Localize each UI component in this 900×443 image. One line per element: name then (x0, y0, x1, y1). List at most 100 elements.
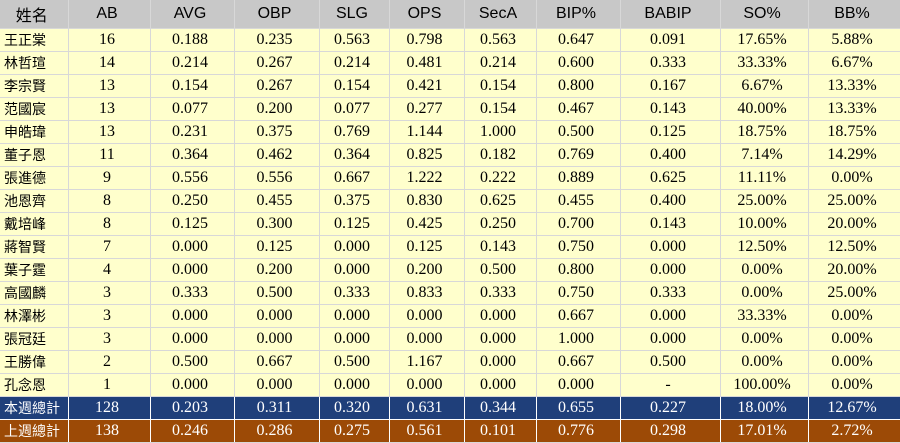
stat-cell: 0.830 (389, 189, 465, 213)
stat-cell: 0.667 (319, 166, 390, 190)
stat-cell: 0.250 (464, 212, 537, 236)
column-header: SO% (720, 0, 809, 29)
column-header: BIP% (536, 0, 621, 29)
column-header: AB (68, 0, 151, 29)
stat-cell: 0.214 (150, 51, 235, 75)
stat-cell: 18.75% (808, 120, 900, 144)
stat-cell: 0.00% (720, 350, 809, 374)
stat-cell: 0.125 (620, 120, 721, 144)
this-week-total-row: 本週總計 128 0.203 0.311 0.320 0.631 0.344 0.655 0.2… (0, 396, 900, 420)
player-name-cell: 申皓瑋 (0, 120, 69, 144)
stat-cell: 0.275 (319, 419, 390, 443)
stat-cell: 128 (68, 396, 151, 420)
stat-cell: 0.143 (464, 235, 537, 259)
column-header: OBP (234, 0, 320, 29)
stat-cell: 0.00% (720, 281, 809, 305)
stat-cell: 1.167 (389, 350, 465, 374)
stat-cell: 1.000 (464, 120, 537, 144)
stat-cell: 0.267 (234, 51, 320, 75)
stat-cell: 5.88% (808, 28, 900, 52)
stat-cell: 0.563 (464, 28, 537, 52)
stat-cell: 0.125 (389, 235, 465, 259)
stat-cell: 14.29% (808, 143, 900, 167)
stat-cell: 0.000 (620, 235, 721, 259)
stat-cell: 0.000 (620, 258, 721, 282)
stat-cell: 0.200 (234, 97, 320, 121)
stat-cell: 12.50% (808, 235, 900, 259)
stat-cell: 0.077 (150, 97, 235, 121)
player-name-cell: 孔念恩 (0, 373, 69, 397)
last-week-total-row: 上週總計 138 0.246 0.286 0.275 0.561 0.101 0.776 0.2… (0, 419, 900, 443)
stat-cell: 1.000 (536, 327, 621, 351)
player-name-cell: 蔣智賢 (0, 235, 69, 259)
stat-cell: 0.227 (620, 396, 721, 420)
stat-cell: 0.077 (319, 97, 390, 121)
stat-cell: 0.455 (234, 189, 320, 213)
column-header: SecA (464, 0, 537, 29)
stat-cell: 0.375 (319, 189, 390, 213)
stat-cell: 0.333 (464, 281, 537, 305)
stat-cell: 0.154 (464, 74, 537, 98)
stat-cell: 0.154 (464, 97, 537, 121)
stat-cell: 0.000 (319, 304, 390, 328)
stat-cell: 0.154 (150, 74, 235, 98)
stat-cell: 16 (68, 28, 151, 52)
stat-cell: 14 (68, 51, 151, 75)
column-header: OPS (389, 0, 465, 29)
stat-cell: 13.33% (808, 97, 900, 121)
stat-cell: 0.267 (234, 74, 320, 98)
stat-cell: 0.000 (234, 327, 320, 351)
stat-cell: 0.776 (536, 419, 621, 443)
stat-cell: 20.00% (808, 258, 900, 282)
stat-cell: 0.143 (620, 212, 721, 236)
stat-cell: 0.556 (150, 166, 235, 190)
stat-cell: 0.000 (620, 327, 721, 351)
table-row: 董子恩 11 0.364 0.462 0.364 0.825 0.182 0.769 0.400… (0, 143, 900, 167)
header-row: 姓名 AB AVG OBP SLG OPS SecA BIP% BABIP SO… (0, 0, 900, 29)
stat-cell: 0.333 (319, 281, 390, 305)
stat-cell: 0.375 (234, 120, 320, 144)
stat-cell: 0.000 (389, 304, 465, 328)
stat-cell: 0.246 (150, 419, 235, 443)
stat-cell: 0.000 (464, 350, 537, 374)
stat-cell: 11.11% (720, 166, 809, 190)
stat-cell: 138 (68, 419, 151, 443)
table-row: 高國麟 3 0.333 0.500 0.333 0.833 0.333 0.750 0.333 0… (0, 281, 900, 305)
stat-cell: 100.00% (720, 373, 809, 397)
stat-cell: 18.00% (720, 396, 809, 420)
stat-cell: 0.667 (234, 350, 320, 374)
stat-cell: 0.467 (536, 97, 621, 121)
stat-cell: 8 (68, 189, 151, 213)
stat-cell: 11 (68, 143, 151, 167)
player-name-cell: 葉子霆 (0, 258, 69, 282)
stat-cell: 0.143 (620, 97, 721, 121)
stat-cell: 2.72% (808, 419, 900, 443)
stat-cell: 0.833 (389, 281, 465, 305)
table-body: 王正棠 16 0.188 0.235 0.563 0.798 0.563 0.647 0.091… (0, 28, 900, 443)
stat-cell: 0.300 (234, 212, 320, 236)
column-header: BABIP (620, 0, 721, 29)
stat-cell: 0.000 (389, 327, 465, 351)
stat-cell: 13 (68, 97, 151, 121)
column-header: SLG (319, 0, 390, 29)
player-name-cell: 上週總計 (0, 419, 69, 443)
player-name-cell: 戴培峰 (0, 212, 69, 236)
stat-cell: 25.00% (808, 189, 900, 213)
stat-cell: 1.144 (389, 120, 465, 144)
stat-cell: 0.825 (389, 143, 465, 167)
stat-cell: 0.500 (464, 258, 537, 282)
stat-cell: 0.750 (536, 281, 621, 305)
stat-cell: 0.500 (150, 350, 235, 374)
stat-cell: 0.298 (620, 419, 721, 443)
stat-cell: 17.01% (720, 419, 809, 443)
player-name-cell: 池恩齊 (0, 189, 69, 213)
player-name-cell: 林哲瑄 (0, 51, 69, 75)
stat-cell: 0.200 (389, 258, 465, 282)
stat-cell: 33.33% (720, 304, 809, 328)
table-row: 范國宸 13 0.077 0.200 0.077 0.277 0.154 0.467 0.143… (0, 97, 900, 121)
stat-cell: 25.00% (808, 281, 900, 305)
stat-cell: 0.667 (536, 304, 621, 328)
table-row: 張冠廷 3 0.000 0.000 0.000 0.000 0.000 1.000 0.000 0… (0, 327, 900, 351)
stat-cell: 0.800 (536, 258, 621, 282)
stat-cell: 3 (68, 304, 151, 328)
